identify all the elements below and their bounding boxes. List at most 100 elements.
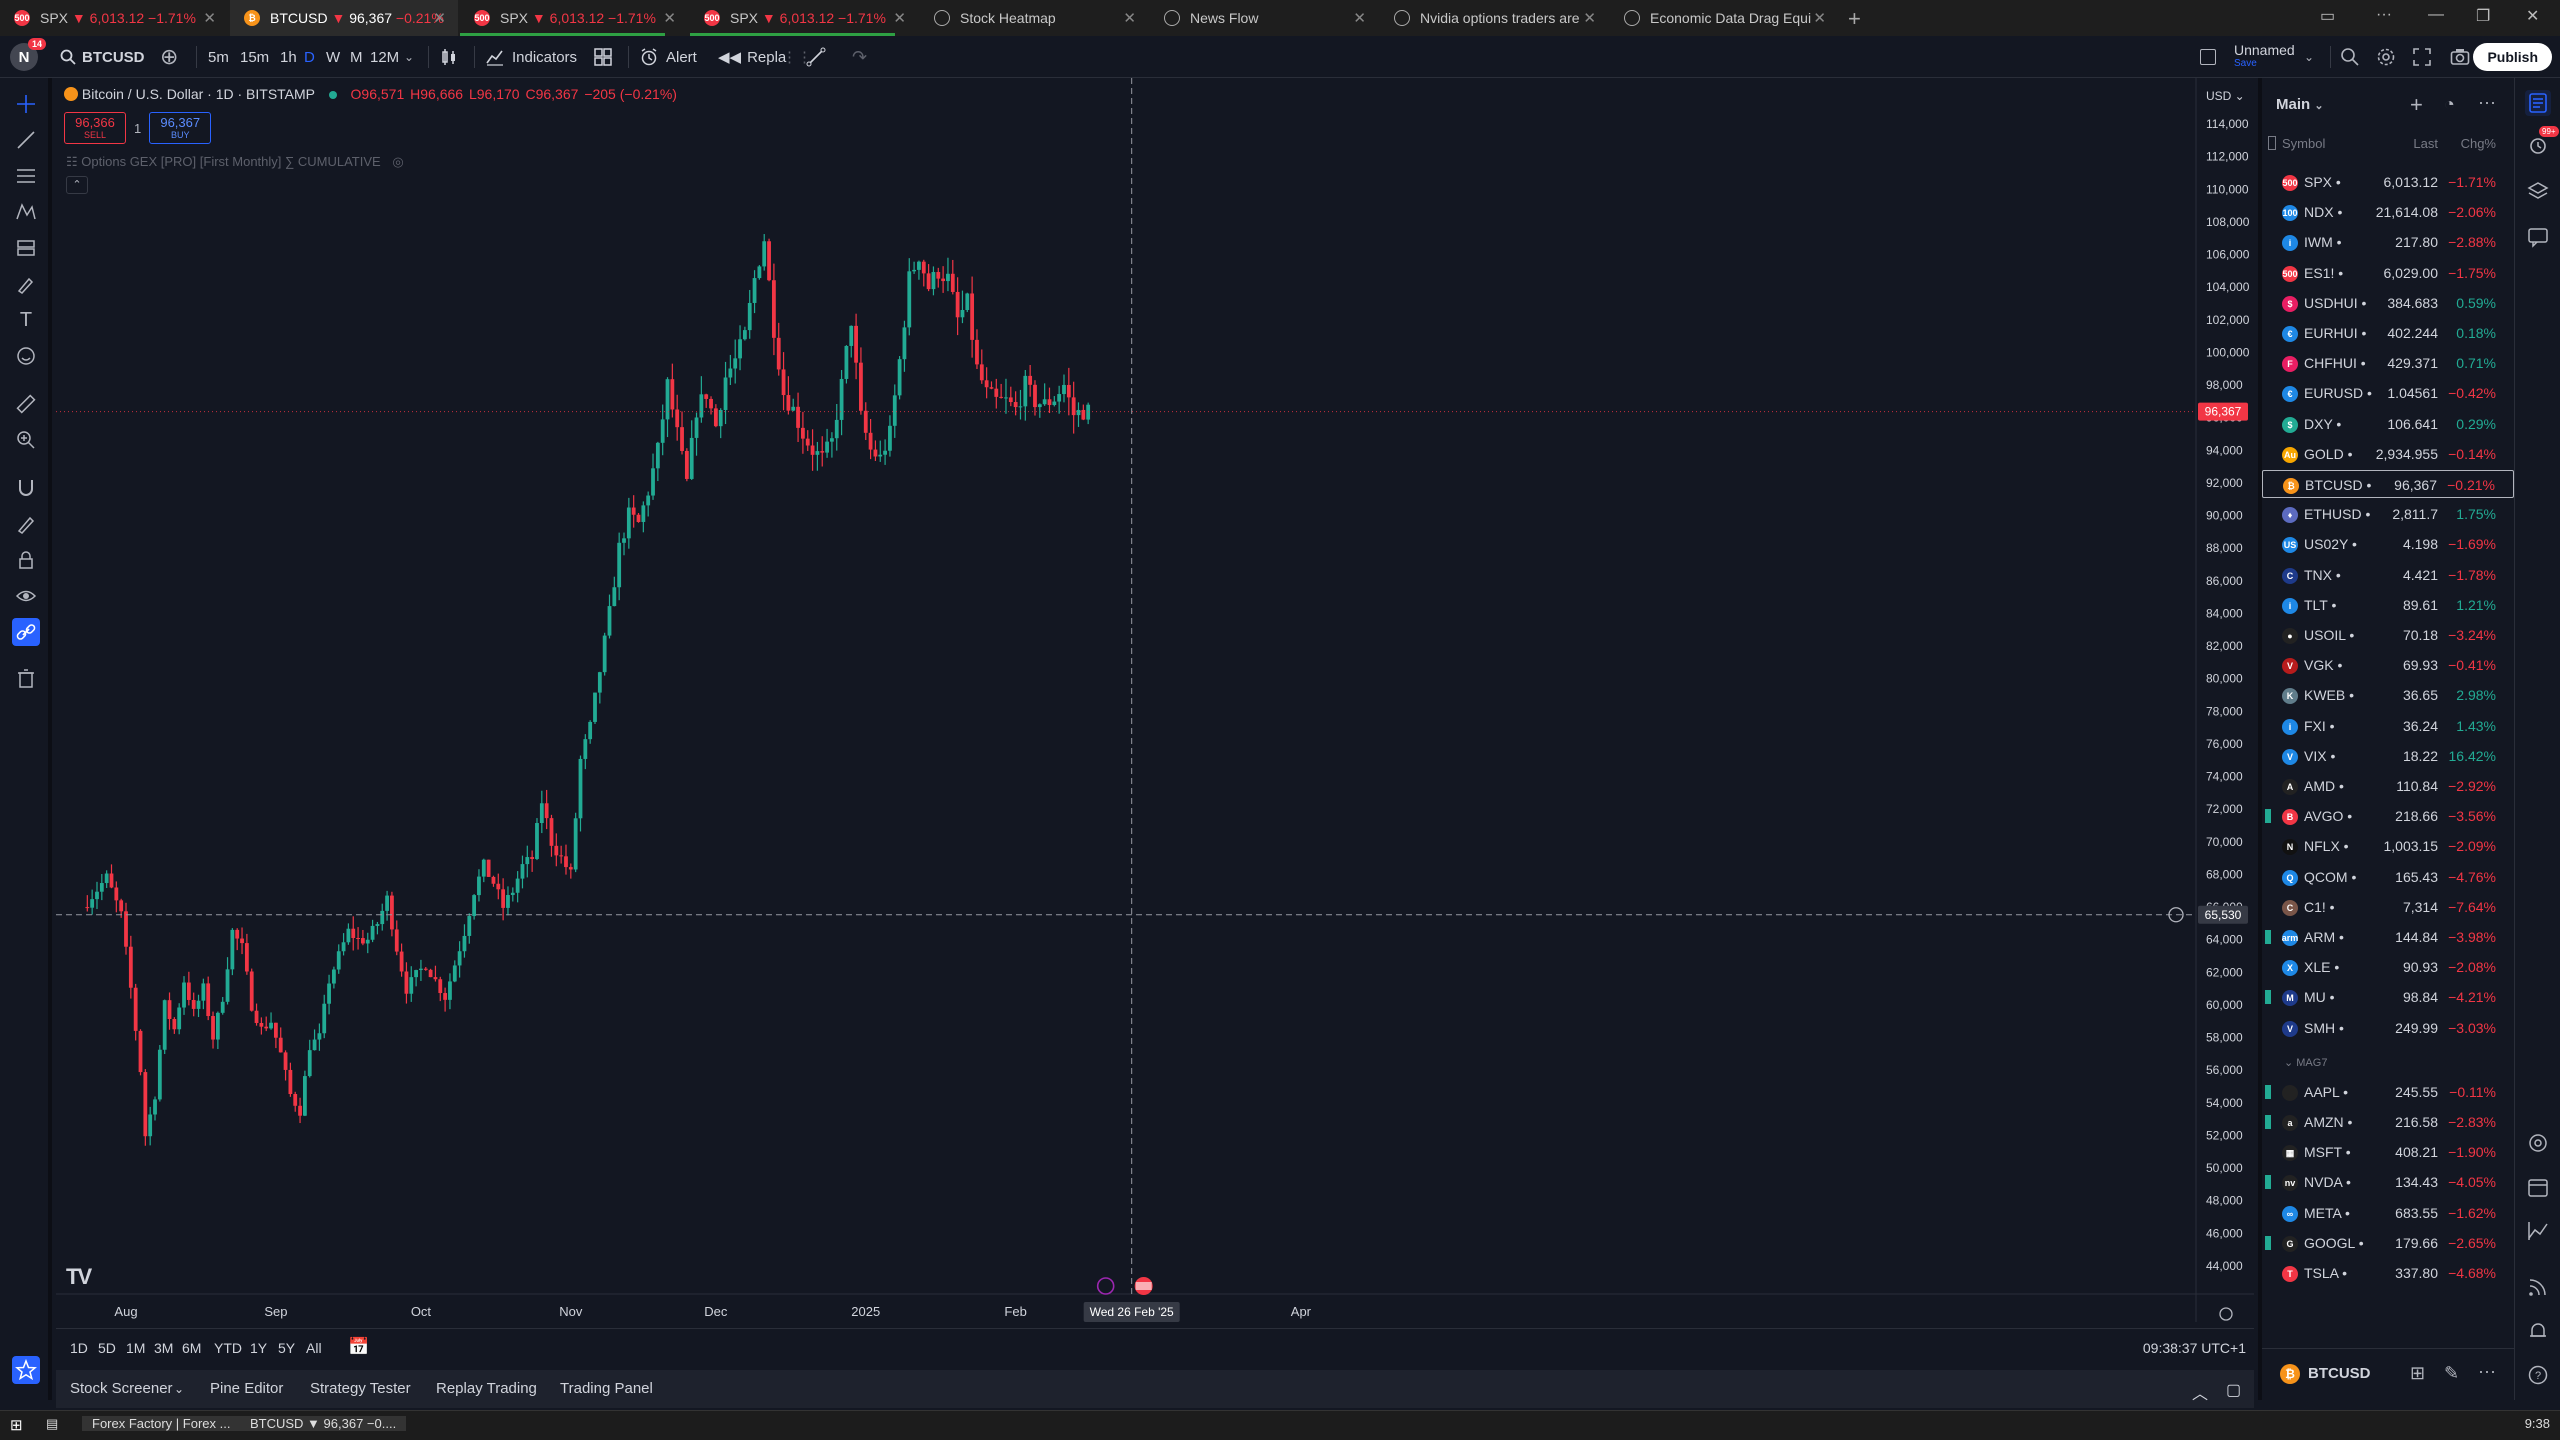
watchlist-row-ethusd[interactable]: ♦ ETHUSD • 2,811.7 1.75% xyxy=(2262,500,2514,528)
watchlist-row-us02y[interactable]: US US02Y • 4.198 −1.69% xyxy=(2262,530,2514,558)
layout-grid-icon[interactable]: ⊞ xyxy=(2410,1363,2426,1383)
interval-15m[interactable]: 15m xyxy=(240,48,270,66)
start-icon[interactable]: ⊞ xyxy=(10,1417,23,1434)
text-tool[interactable]: T xyxy=(12,306,40,334)
ideas-toggle[interactable] xyxy=(2525,1218,2551,1244)
watchlist-row-meta[interactable]: ∞ META • 683.55 −1.62% xyxy=(2262,1199,2514,1227)
new-tab-icon[interactable]: + xyxy=(1848,6,1861,31)
watchlist-row-eurhui[interactable]: € EURHUI • 402.244 0.18% xyxy=(2262,319,2514,347)
more-options-icon[interactable]: ··· xyxy=(2478,1361,2496,1381)
watchlist-toggle[interactable] xyxy=(2525,90,2551,116)
avatar[interactable]: N 14 xyxy=(10,38,47,71)
close-window-icon[interactable]: ✕ xyxy=(2526,8,2540,25)
study-legend[interactable]: ☷ Options GEX [PRO] [First Monthly] ∑ CU… xyxy=(66,154,404,170)
prediction-tool[interactable] xyxy=(12,234,40,262)
range-1m[interactable]: 1M xyxy=(126,1340,146,1356)
more-icon[interactable]: ··· xyxy=(2376,6,2392,23)
chart-type-button[interactable] xyxy=(440,36,458,78)
range-3m[interactable]: 3M xyxy=(154,1340,174,1356)
browser-tab-btcusd[interactable]: ₿ BTCUSD ▼ 96,367 −0.21% ✕ xyxy=(230,0,458,36)
maximize-icon[interactable]: ❐ xyxy=(2476,8,2491,25)
chart-pane[interactable]: USD ⌄ 44,000 46,000 48,000 50,000 52,000 54,00… xyxy=(56,78,2254,1322)
watchlist-row-gold[interactable]: Au GOLD • 2,934.955 −0.14% xyxy=(2262,440,2514,468)
layout-select-checkbox[interactable] xyxy=(2200,36,2216,78)
range-all[interactable]: All xyxy=(306,1340,322,1356)
tab-trading-panel[interactable]: Trading Panel xyxy=(560,1380,653,1397)
watchlist-row-googl[interactable]: G GOOGL • 179.66 −2.65% xyxy=(2262,1229,2514,1257)
watchlist-row-dxy[interactable]: $ DXY • 106.641 0.29% xyxy=(2262,410,2514,438)
measure-tool[interactable] xyxy=(12,390,40,418)
more-options-icon[interactable]: ··· xyxy=(2478,92,2496,112)
interval-12m[interactable]: 12M xyxy=(370,48,400,66)
watchlist-name[interactable]: Main ⌄ xyxy=(2276,96,2324,113)
publish-button[interactable]: Publish xyxy=(2473,43,2552,71)
close-tab-icon[interactable]: ✕ xyxy=(1813,10,1826,27)
settings-button[interactable] xyxy=(2376,36,2396,78)
tab-pine-editor[interactable]: Pine Editor xyxy=(210,1380,284,1397)
edit-icon[interactable]: ✎ xyxy=(2444,1363,2460,1383)
redo-icon[interactable]: ↷ xyxy=(852,46,868,67)
watchlist-row-c1[interactable]: C C1! • 7,314 −7.64% xyxy=(2262,893,2514,921)
streams-toggle[interactable] xyxy=(2525,1274,2551,1300)
watchlist-row-nvda[interactable]: nv NVDA • 134.43 −4.05% xyxy=(2262,1168,2514,1196)
drawing-tool-button[interactable] xyxy=(806,36,826,78)
chats-toggle[interactable] xyxy=(2525,224,2551,250)
watchlist-row-qcom[interactable]: Q QCOM • 165.43 −4.76% xyxy=(2262,863,2514,891)
hide-drawings-tool[interactable] xyxy=(12,582,40,610)
tab-stock-screener[interactable]: Stock Screener xyxy=(70,1380,173,1397)
watchlist-row-vix[interactable]: V VIX • 18.22 16.42% xyxy=(2262,742,2514,770)
stay-drawing-tool[interactable] xyxy=(12,510,40,538)
symbol-title[interactable]: Bitcoin / U.S. Dollar · 1D · BITSTAMP xyxy=(81,86,315,102)
sell-button[interactable]: 96,366 SELL xyxy=(64,112,126,144)
interval-1h[interactable]: 1h xyxy=(280,48,297,66)
watchlist-row-usoil[interactable]: ● USOIL • 70.18 −3.24% xyxy=(2262,621,2514,649)
replay-button[interactable]: ◀◀ Repla xyxy=(718,36,786,78)
fullscreen-button[interactable] xyxy=(2412,36,2432,78)
add-symbol-icon[interactable]: + xyxy=(2410,92,2423,117)
close-tab-icon[interactable]: ✕ xyxy=(1583,10,1596,27)
watchlist-row-ndx[interactable]: 100 NDX • 21,614.08 −2.06% xyxy=(2262,198,2514,226)
range-1d[interactable]: 1D xyxy=(70,1340,88,1356)
collapse-legend-button[interactable]: ⌃ xyxy=(66,176,88,194)
select-all-checkbox[interactable] xyxy=(2268,136,2276,150)
interval-d[interactable]: D xyxy=(304,48,315,66)
price-chart[interactable]: USD ⌄ 44,000 46,000 48,000 50,000 52,000 54,00… xyxy=(56,78,2254,1322)
details-symbol[interactable]: BTCUSD xyxy=(2308,1365,2371,1382)
watchlist-row-aapl[interactable]: AAPL • 245.55 −0.11% xyxy=(2262,1078,2514,1106)
eye-hidden-icon[interactable]: ◎ xyxy=(392,154,404,169)
object-tree-toggle[interactable] xyxy=(2525,178,2551,204)
quick-search-button[interactable] xyxy=(2340,36,2360,78)
watchlist-row-smh[interactable]: V SMH • 249.99 −3.03% xyxy=(2262,1014,2514,1042)
snapshot-button[interactable] xyxy=(2450,36,2470,78)
range-5y[interactable]: 5Y xyxy=(278,1340,296,1356)
trend-line-tool[interactable] xyxy=(12,126,40,154)
watchlist-row-amzn[interactable]: a AMZN • 216.58 −2.83% xyxy=(2262,1108,2514,1136)
interval-m[interactable]: M xyxy=(350,48,363,66)
watchlist-row-btcusd[interactable]: ₿ BTCUSD • 96,367 −0.21% xyxy=(2262,470,2514,498)
zoom-tool[interactable] xyxy=(12,426,40,454)
advanced-view-icon[interactable]: ◔ xyxy=(2444,94,2455,114)
watchlist-row-xle[interactable]: X XLE • 90.93 −2.08% xyxy=(2262,953,2514,981)
watchlist-row-usdhui[interactable]: $ USDHUI • 384.683 0.59% xyxy=(2262,289,2514,317)
range-6m[interactable]: 6M xyxy=(182,1340,202,1356)
watchlist-row-fxi[interactable]: i FXI • 36.24 1.43% xyxy=(2262,712,2514,740)
browser-tab-economic-data[interactable]: Economic Data Drag Equi ✕ xyxy=(1610,0,1838,36)
symbol-search[interactable]: BTCUSD xyxy=(60,36,145,78)
indicators-button[interactable]: Indicators xyxy=(486,36,577,78)
calendar-toggle[interactable] xyxy=(2525,1174,2551,1200)
lock-drawings-tool[interactable] xyxy=(12,546,40,574)
watchlist-row-avgo[interactable]: B AVGO • 218.66 −3.56% xyxy=(2262,802,2514,830)
range-1y[interactable]: 1Y xyxy=(250,1340,268,1356)
column-chg[interactable]: Chg% xyxy=(2460,136,2496,151)
taskbar-item-btcusd[interactable]: BTCUSD ▼ 96,367 −0.... xyxy=(240,1416,407,1431)
watchlist-row-amd[interactable]: A AMD • 110.84 −2.92% xyxy=(2262,772,2514,800)
tab-replay-trading[interactable]: Replay Trading xyxy=(436,1380,537,1397)
fib-tool[interactable] xyxy=(12,162,40,190)
watchlist-row-spx[interactable]: 500 SPX • 6,013.12 −1.71% xyxy=(2262,168,2514,196)
watchlist-row-arm[interactable]: arm ARM • 144.84 −3.98% xyxy=(2262,923,2514,951)
tradingview-logo[interactable]: TV xyxy=(66,1264,92,1289)
column-last[interactable]: Last xyxy=(2413,136,2438,151)
browser-tab-nvidia[interactable]: Nvidia options traders are ✕ xyxy=(1380,0,1608,36)
browser-tab-news-flow[interactable]: News Flow ✕ xyxy=(1150,0,1378,36)
sync-drawings-tool[interactable] xyxy=(12,618,40,646)
